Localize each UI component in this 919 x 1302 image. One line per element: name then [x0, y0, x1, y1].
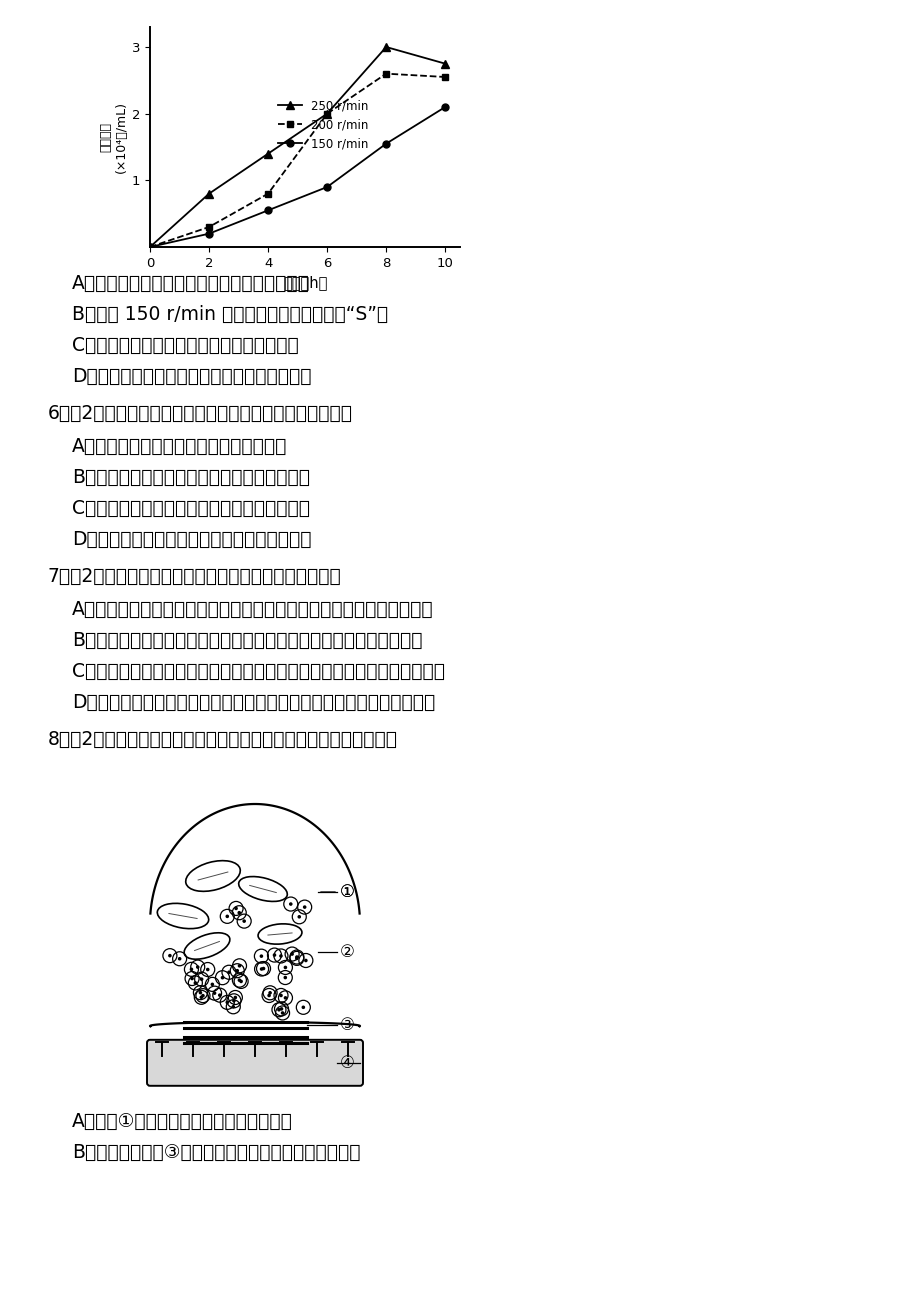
- Circle shape: [278, 954, 282, 958]
- Circle shape: [210, 983, 214, 986]
- Text: 7．（2分）下列关于生物进化的叙述，错误的是（　　）: 7．（2分）下列关于生物进化的叙述，错误的是（ ）: [48, 566, 341, 586]
- Circle shape: [279, 1006, 283, 1010]
- 250 r/min: [262, 146, 273, 161]
- Text: ①: ①: [340, 883, 355, 901]
- Circle shape: [301, 1005, 305, 1009]
- Circle shape: [177, 957, 181, 961]
- Circle shape: [225, 914, 229, 918]
- Circle shape: [189, 967, 193, 971]
- Text: ③: ③: [340, 1016, 355, 1034]
- Circle shape: [290, 952, 293, 956]
- Text: C．无论是自然选择还是人工选择作用，都能使种群基因频率发生定向改变: C．无论是自然选择还是人工选择作用，都能使种群基因频率发生定向改变: [72, 661, 445, 681]
- Circle shape: [289, 902, 292, 906]
- Text: ④: ④: [340, 1053, 355, 1072]
- Circle shape: [283, 996, 287, 1000]
- Circle shape: [218, 993, 221, 997]
- 150 r/min: [144, 240, 155, 255]
- Text: C．该实验中酵母计数应采用稀释涂布平板法: C．该实验中酵母计数应采用稀释涂布平板法: [72, 336, 299, 355]
- Circle shape: [283, 966, 287, 969]
- 200 r/min: [203, 219, 214, 234]
- Circle shape: [199, 978, 203, 980]
- Text: D．遗传病再发风险率估算需要确定遗传病类型: D．遗传病再发风险率估算需要确定遗传病类型: [72, 530, 312, 549]
- Circle shape: [304, 958, 307, 962]
- 150 r/min: [203, 225, 214, 241]
- Circle shape: [206, 967, 210, 971]
- Circle shape: [237, 978, 241, 982]
- Text: B．转速 150 r/min 时，预测种群增长曲线呈“S”型: B．转速 150 r/min 时，预测种群增长曲线呈“S”型: [72, 305, 388, 324]
- Circle shape: [278, 993, 282, 997]
- Circle shape: [225, 1000, 229, 1004]
- Circle shape: [196, 965, 199, 969]
- Circle shape: [297, 915, 301, 919]
- Circle shape: [232, 999, 235, 1003]
- Circle shape: [221, 976, 224, 979]
- Circle shape: [295, 957, 299, 960]
- Y-axis label: 种群密度
(×10⁴个/mL): 种群密度 (×10⁴个/mL): [99, 102, 128, 173]
- Text: 8．（2分）如图为突触结构示意图，下列相关叙述正确的是（　　）: 8．（2分）如图为突触结构示意图，下列相关叙述正确的是（ ）: [48, 730, 398, 749]
- Circle shape: [267, 993, 270, 997]
- Circle shape: [280, 1012, 284, 1014]
- 200 r/min: [439, 69, 450, 85]
- Circle shape: [283, 975, 287, 979]
- 250 r/min: [380, 39, 391, 55]
- 200 r/min: [380, 66, 391, 82]
- 150 r/min: [439, 99, 450, 115]
- 250 r/min: [144, 240, 155, 255]
- Circle shape: [233, 996, 237, 999]
- X-axis label: 时间（h）: 时间（h）: [282, 275, 327, 290]
- Circle shape: [268, 991, 272, 995]
- Circle shape: [193, 982, 197, 984]
- Circle shape: [261, 967, 265, 970]
- Circle shape: [237, 911, 241, 914]
- 200 r/min: [262, 186, 273, 202]
- Text: B．具有先天性和家族性特点的疾病都是遗传病: B．具有先天性和家族性特点的疾病都是遗传病: [72, 467, 310, 487]
- Text: 6．（2分）下列关于人类遗传病的叙述，正确的是（　　）: 6．（2分）下列关于人类遗传病的叙述，正确的是（ ）: [48, 404, 353, 423]
- Text: A．遗传病是指基因结构改变而引发的疾病: A．遗传病是指基因结构改变而引发的疾病: [72, 437, 287, 456]
- Text: ②: ②: [340, 943, 355, 961]
- Circle shape: [212, 991, 216, 995]
- 150 r/min: [262, 203, 273, 219]
- Circle shape: [242, 919, 245, 923]
- Circle shape: [272, 953, 276, 957]
- 150 r/min: [322, 180, 333, 195]
- Text: ①: ①: [340, 883, 355, 901]
- 200 r/min: [144, 240, 155, 255]
- Text: A．结构①为神经递质与受体结合提供能量: A．结构①为神经递质与受体结合提供能量: [72, 1112, 292, 1131]
- Text: D．培养后期，酵母的呼吸场所由胞外转为胞内: D．培养后期，酵母的呼吸场所由胞外转为胞内: [72, 367, 312, 385]
- Circle shape: [201, 993, 205, 997]
- Circle shape: [168, 954, 172, 957]
- 200 r/min: [322, 105, 333, 121]
- Circle shape: [235, 969, 239, 973]
- Circle shape: [237, 963, 241, 967]
- Circle shape: [259, 954, 263, 958]
- Text: A．某物种仅存一个种群，该种群中每个个体均含有这个物种的全部基因: A．某物种仅存一个种群，该种群中每个个体均含有这个物种的全部基因: [72, 600, 433, 618]
- 250 r/min: [439, 56, 450, 72]
- Circle shape: [277, 1008, 280, 1012]
- Text: B．虽然亚洲与澳洲之间存在地理隔离，但两洲人之间并没有生殖隔离: B．虽然亚洲与澳洲之间存在地理隔离，但两洲人之间并没有生殖隔离: [72, 631, 422, 650]
- Text: B．当兴奋传导到③时，膜电位由内正外负变为内负外正: B．当兴奋传导到③时，膜电位由内正外负变为内负外正: [72, 1143, 360, 1161]
- Circle shape: [227, 970, 231, 974]
- Circle shape: [295, 956, 299, 958]
- 150 r/min: [380, 135, 391, 151]
- Legend: 250 r/min, 200 r/min, 150 r/min: 250 r/min, 200 r/min, 150 r/min: [274, 95, 373, 155]
- Line: 200 r/min: 200 r/min: [146, 70, 448, 250]
- Line: 250 r/min: 250 r/min: [146, 43, 448, 251]
- Circle shape: [232, 1005, 235, 1009]
- Circle shape: [234, 906, 238, 910]
- Text: A．培养初期，酵母菌因种内竞争强而生长缓慢: A．培养初期，酵母菌因种内竞争强而生长缓慢: [72, 273, 310, 293]
- FancyBboxPatch shape: [147, 1040, 363, 1086]
- Circle shape: [199, 996, 203, 999]
- 250 r/min: [203, 186, 214, 202]
- Text: D．古老地层中都是简单生物的化石，而新近地层中含有复杂生物的化石: D．古老地层中都是简单生物的化石，而新近地层中含有复杂生物的化石: [72, 693, 435, 712]
- Line: 150 r/min: 150 r/min: [146, 104, 448, 250]
- Text: C．杂合子筛查对预防各类遗传病具有重要意义: C．杂合子筛查对预防各类遗传病具有重要意义: [72, 499, 310, 518]
- Circle shape: [190, 976, 194, 980]
- Circle shape: [239, 979, 243, 983]
- Circle shape: [259, 967, 263, 971]
- 250 r/min: [322, 105, 333, 121]
- Circle shape: [302, 905, 306, 909]
- Circle shape: [199, 991, 202, 995]
